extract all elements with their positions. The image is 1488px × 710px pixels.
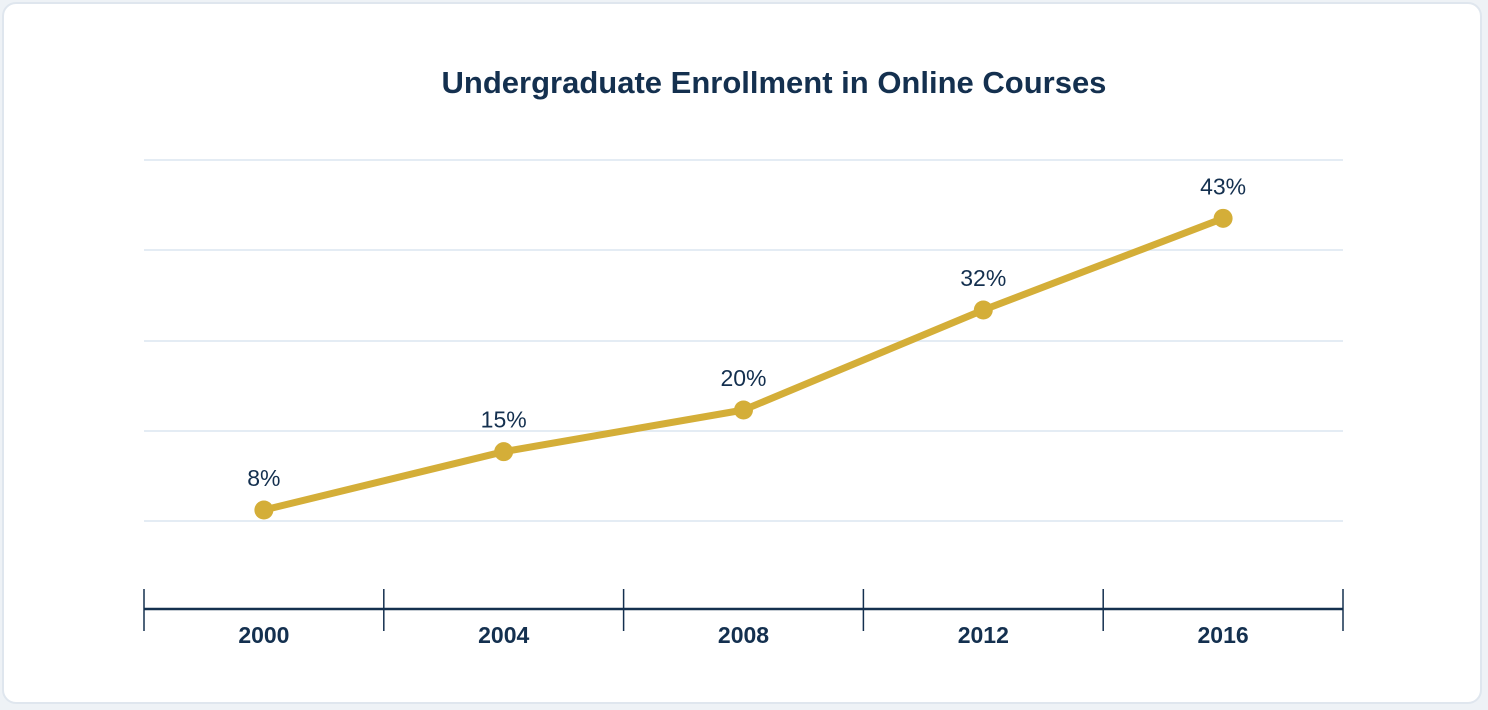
data-label: 20% xyxy=(720,365,766,391)
x-tick-label: 2016 xyxy=(1198,622,1249,648)
x-tick-label: 2000 xyxy=(238,622,289,648)
data-point xyxy=(973,300,993,320)
data-label: 15% xyxy=(481,407,527,433)
data-label: 43% xyxy=(1200,173,1246,199)
chart-title: Undergraduate Enrollment in Online Cours… xyxy=(442,65,1107,100)
data-point xyxy=(734,400,753,420)
data-point xyxy=(254,500,274,520)
x-tick-label: 2004 xyxy=(478,622,529,648)
gridlines xyxy=(144,159,1343,522)
data-point xyxy=(1213,208,1233,228)
data-label: 8% xyxy=(247,465,280,491)
data-point xyxy=(494,442,514,462)
series: 8% 15% 20% 32% 43% xyxy=(247,173,1246,520)
x-tick-label: 2008 xyxy=(718,622,769,648)
data-label: 32% xyxy=(960,265,1006,291)
x-tick-label: 2012 xyxy=(958,622,1009,648)
x-axis: 2000 2004 2008 2012 2016 xyxy=(143,589,1344,648)
